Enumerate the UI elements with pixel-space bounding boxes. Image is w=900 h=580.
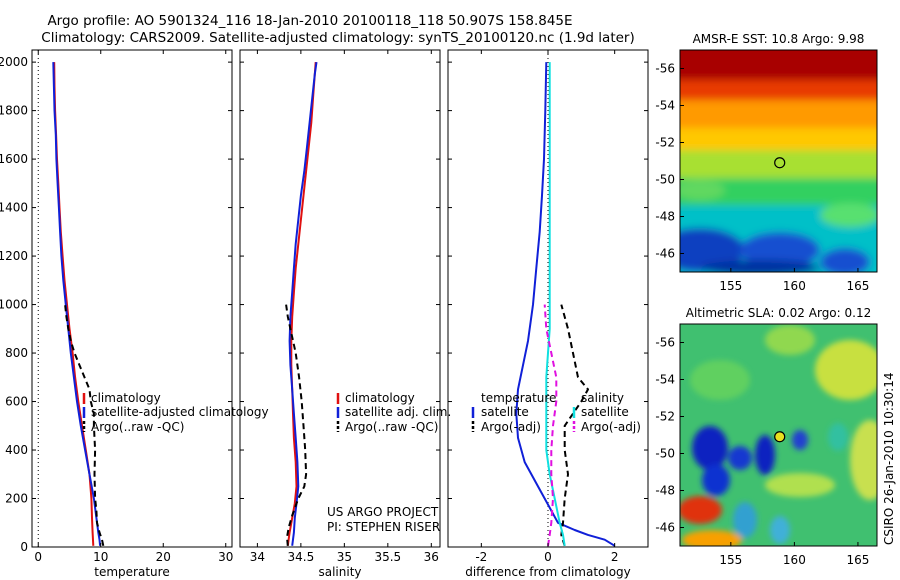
temperature-frame xyxy=(31,49,233,548)
sst-heatmap xyxy=(680,50,877,272)
temperature-xtick-label: 0 xyxy=(34,550,42,564)
legend-label-argo: Argo(..raw -QC) xyxy=(345,420,438,434)
sla-map-ytick-label: -50 xyxy=(655,447,675,461)
sst-map-xtick-label: 160 xyxy=(783,279,806,293)
sst-map-ytick-label: -48 xyxy=(655,210,675,224)
sla-map-ytick-label: -56 xyxy=(655,336,675,350)
sst-map-ytick-label: -52 xyxy=(655,136,675,150)
difference-xtick-label: 2 xyxy=(611,550,619,564)
difference-xtick-label: 0 xyxy=(544,550,552,564)
difference-series-temperature-satellite xyxy=(515,62,616,547)
sst-map-ytick-label: -50 xyxy=(655,173,675,187)
salinity-xtick-label: 36 xyxy=(424,550,439,564)
temperature-series-argo-raw-qc- xyxy=(64,304,105,547)
temperature-xtick-label: 20 xyxy=(156,550,171,564)
legend-salinity: climatology satellite adj. clim. Argo(..… xyxy=(336,391,451,434)
sla-map-argo-marker xyxy=(774,431,786,443)
sst-map-ytick-label: -54 xyxy=(655,99,675,113)
depth-tick-label: 1600 xyxy=(0,152,28,166)
salinity-xtick-label: 34 xyxy=(250,550,265,564)
depth-tick-label: 600 xyxy=(5,395,28,409)
depth-tick-label: 2000 xyxy=(0,55,28,69)
sst-map-ytick-label: -56 xyxy=(655,62,675,76)
credit-label: CSIRO 26-Jan-2010 10:30:14 xyxy=(882,373,896,545)
difference-xlabel: difference from climatology xyxy=(465,565,631,579)
legend-label-climatology: climatology xyxy=(345,391,415,405)
project-line-2: PI: STEPHEN RISER xyxy=(327,520,440,534)
salinity-xtick-label: 35.5 xyxy=(374,550,401,564)
sla-map-xtick-label: 160 xyxy=(783,553,806,567)
sla-map-xtick-label: 155 xyxy=(719,553,742,567)
project-line-1: US ARGO PROJECT xyxy=(327,505,439,519)
depth-tick-label: 1800 xyxy=(0,104,28,118)
temperature-xlabel: temperature xyxy=(94,565,169,579)
header-line-1: Argo profile: AO 5901324_116 18-Jan-2010… xyxy=(47,13,572,29)
legend-label-satellite-adjusted: satellite-adjusted climatology xyxy=(91,405,269,419)
depth-tick-label: 200 xyxy=(5,492,28,506)
sst-map-xtick-label: 165 xyxy=(846,279,869,293)
temperature-xtick-label: 30 xyxy=(218,550,233,564)
depth-tick-label: 1000 xyxy=(0,298,28,312)
salinity-xlabel: salinity xyxy=(318,565,361,579)
sst-map-xtick-label: 155 xyxy=(719,279,742,293)
depth-tick-label: 0 xyxy=(20,540,28,554)
legend-label-climatology: climatology xyxy=(91,391,161,405)
legend-label-temp-argo: Argo(-adj) xyxy=(481,420,541,434)
temperature-xtick-label: 10 xyxy=(93,550,108,564)
difference-series-salinity-argo-adj- xyxy=(543,304,558,546)
legend-temperature: climatology satellite-adjusted climatolo… xyxy=(82,391,269,434)
salinity-background xyxy=(240,50,440,547)
depth-tick-label: 1400 xyxy=(0,201,28,215)
legend-title-salinity: salinity xyxy=(581,391,624,405)
salinity-xtick-label: 35 xyxy=(337,550,352,564)
legend-label-argo: Argo(..raw -QC) xyxy=(91,420,184,434)
legend-label-sal-satellite: satellite xyxy=(581,405,629,419)
sla-map-ytick-label: -46 xyxy=(655,521,675,535)
sla-map-ytick-label: -48 xyxy=(655,484,675,498)
sla-map-ytick-label: -54 xyxy=(655,373,675,387)
difference-series-temperature-argo-adj- xyxy=(560,304,589,547)
sla-map-frame xyxy=(679,323,878,547)
depth-tick-label: 800 xyxy=(5,346,28,360)
legend-difference: temperature satellite Argo(-adj) salinit… xyxy=(471,391,641,434)
legend-label-temp-satellite: satellite xyxy=(481,405,529,419)
salinity-xtick-label: 34.5 xyxy=(288,550,315,564)
salinity-series-climatology xyxy=(286,62,317,546)
temperature-background xyxy=(32,50,232,547)
sla-map-ytick-label: -52 xyxy=(655,410,675,424)
salinity-series-argo-raw-qc- xyxy=(285,304,308,546)
sla-map-title: Altimetric SLA: 0.02 Argo: 0.12 xyxy=(686,306,871,320)
depth-tick-label: 1200 xyxy=(0,249,28,263)
depth-tick-label: 400 xyxy=(5,443,28,457)
sst-map-ytick-label: -46 xyxy=(655,247,675,261)
salinity-frame xyxy=(239,49,441,548)
difference-xtick-label: -2 xyxy=(475,550,487,564)
legend-label-satellite-adj: satellite adj. clim. xyxy=(345,405,451,419)
sst-map-title: AMSR-E SST: 10.8 Argo: 9.98 xyxy=(693,32,865,46)
difference-series-salinity-satellite xyxy=(545,62,566,546)
sst-map-argo-marker xyxy=(774,157,786,169)
header-line-2: Climatology: CARS2009. Satellite-adjuste… xyxy=(41,30,634,46)
legend-label-sal-argo: Argo(-adj) xyxy=(581,420,641,434)
legend-title-temperature: temperature xyxy=(481,391,556,405)
salinity-series-satellite-adj-clim- xyxy=(288,61,318,546)
sst-map-frame xyxy=(679,49,878,273)
sla-map-xtick-label: 165 xyxy=(846,553,869,567)
